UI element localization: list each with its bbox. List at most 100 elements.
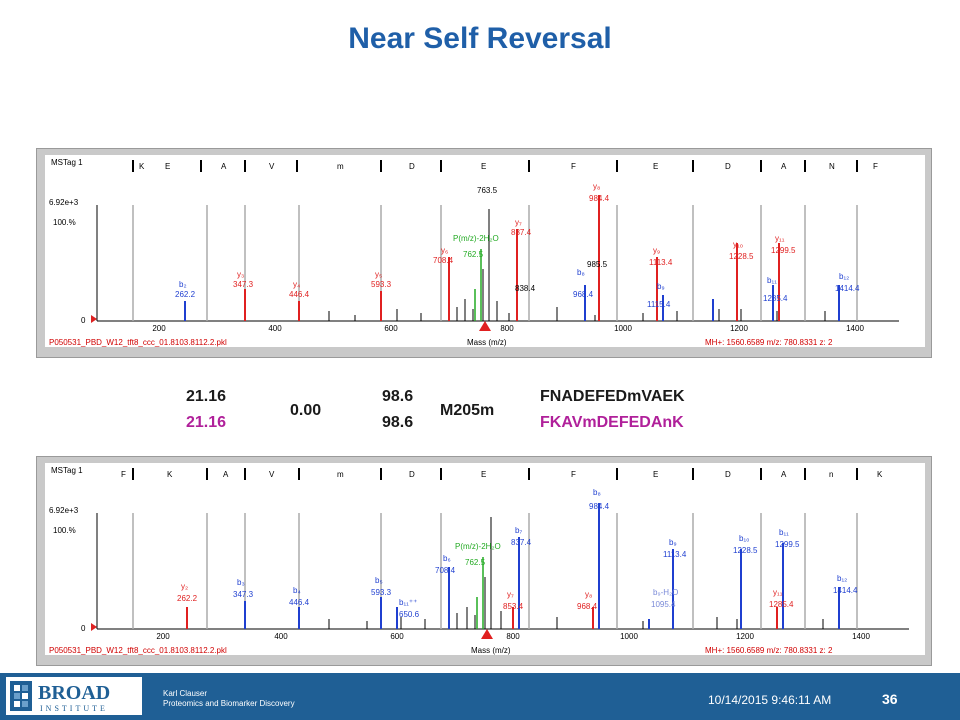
x-tick: 800 [500, 324, 514, 333]
seq-letter: V [269, 162, 275, 171]
svg-text:262.2: 262.2 [177, 594, 198, 603]
svg-text:y₉: y₉ [653, 246, 660, 255]
svg-text:b₉: b₉ [669, 538, 677, 547]
svg-text:b₁₀: b₁₀ [739, 534, 749, 543]
broad-logo: BROAD INSTITUTE [6, 677, 142, 715]
seq-letter: A [781, 162, 787, 171]
presenter-block: Karl Clauser Proteomics and Biomarker Di… [163, 689, 295, 709]
svg-text:1285.4: 1285.4 [769, 600, 794, 609]
svg-text:968.4: 968.4 [573, 290, 594, 299]
seq-letter: K [877, 470, 883, 479]
max-intensity: 6.92e+3 [49, 198, 79, 207]
x-tick: 1200 [730, 324, 748, 333]
svg-text:837.4: 837.4 [511, 228, 532, 237]
spectrum-bottom-svg: MSTag 1 F K A V m D E F E D A n K 6.92e+… [45, 463, 925, 655]
seq-letter: A [221, 162, 227, 171]
svg-text:1414.4: 1414.4 [833, 586, 858, 595]
score-b: 21.16 [186, 414, 227, 431]
svg-text:1414.4: 1414.4 [835, 284, 860, 293]
page-number: 36 [882, 691, 898, 707]
x-tick: 400 [268, 324, 282, 333]
svg-text:763.5: 763.5 [477, 186, 498, 195]
svg-text:347.3: 347.3 [233, 590, 254, 599]
svg-text:b₁₁: b₁₁ [767, 276, 777, 285]
spectrum-panel-top: MSTag 1 K E A V m D E F E D A N F 6.92e+… [36, 148, 932, 358]
svg-text:762.5: 762.5 [463, 250, 484, 259]
seq-letter: E [165, 162, 170, 171]
svg-text:b₃: b₃ [237, 578, 245, 587]
seq-letter: F [873, 162, 878, 171]
logo-text: BROAD [38, 682, 110, 704]
seq-letter: N [829, 162, 835, 171]
svg-text:b₁₁: b₁₁ [779, 528, 789, 537]
svg-text:b₆: b₆ [443, 554, 451, 563]
svg-text:1113.4: 1113.4 [663, 550, 687, 559]
score-a: 21.16 [186, 388, 227, 405]
svg-text:b₈: b₈ [593, 488, 601, 497]
seq-letter: E [653, 162, 658, 171]
svg-text:1095.4: 1095.4 [651, 600, 676, 609]
svg-text:708.4: 708.4 [435, 566, 456, 575]
seq-letter: K [167, 470, 173, 479]
presenter-name: Karl Clauser [163, 689, 208, 698]
svg-text:b₉: b₉ [657, 282, 665, 291]
svg-text:968.4: 968.4 [577, 602, 598, 611]
spectrum-panel-bottom: MSTag 1 F K A V m D E F E D A n K 6.92e+… [36, 456, 932, 666]
svg-text:y₄: y₄ [293, 280, 300, 289]
svg-text:446.4: 446.4 [289, 290, 310, 299]
svg-text:984.4: 984.4 [589, 194, 610, 203]
svg-text:262.2: 262.2 [175, 290, 196, 299]
seq-letter: D [725, 162, 731, 171]
seq-letter: A [223, 470, 229, 479]
svg-text:y₈: y₈ [585, 590, 592, 599]
svg-text:1299.5: 1299.5 [775, 540, 800, 549]
presenter-dept: Proteomics and Biomarker Discovery [163, 699, 295, 708]
svg-text:y₂: y₂ [181, 582, 188, 591]
svg-text:708.4: 708.4 [433, 256, 454, 265]
broad-logo-icon: BROAD INSTITUTE [10, 681, 110, 713]
svg-text:b₈: b₈ [577, 268, 585, 277]
svg-text:y₃: y₃ [237, 270, 244, 279]
zero-marker-icon [91, 623, 97, 631]
precursor-marker-icon [481, 629, 493, 639]
svg-text:984.4: 984.4 [589, 502, 610, 511]
slide-title: Near Self Reversal [348, 22, 612, 55]
tag-label: MSTag 1 [51, 466, 83, 475]
precursor-marker-icon [479, 321, 491, 331]
svg-text:b₇: b₇ [515, 526, 522, 535]
seq-letter: F [571, 470, 576, 479]
seq-letter: E [481, 470, 486, 479]
percent-a: 98.6 [382, 388, 414, 405]
mh-label: MH+: 1560.6589 m/z: 780.8331 z: 2 [705, 646, 833, 655]
x-tick: 1400 [846, 324, 864, 333]
sequence-b: FKAVmDEFEDAnK [540, 414, 684, 431]
zero-marker-icon [91, 315, 97, 323]
svg-text:762.5: 762.5 [465, 558, 486, 567]
x-tick: 1000 [614, 324, 632, 333]
file-label: P050531_PBD_W12_tft8_ccc_01.8103.8112.2.… [49, 338, 227, 347]
svg-text:b₁₂: b₁₂ [839, 272, 849, 281]
seq-letter: D [409, 162, 415, 171]
mh-label: MH+: 1560.6589 m/z: 780.8331 z: 2 [705, 338, 833, 347]
footer-bar: BROAD INSTITUTE Karl Clauser Proteomics … [0, 673, 960, 720]
svg-text:1228.5: 1228.5 [729, 252, 754, 261]
x-tick: 1200 [736, 632, 754, 641]
svg-text:1299.5: 1299.5 [771, 246, 796, 255]
delta-score: 0.00 [290, 402, 322, 419]
svg-text:593.3: 593.3 [371, 280, 392, 289]
svg-text:1115.4: 1115.4 [647, 300, 671, 309]
tag-label: MSTag 1 [51, 158, 83, 167]
file-label: P050531_PBD_W12_tft8_ccc_01.8103.8112.2.… [49, 646, 227, 655]
percent-b: 98.6 [382, 414, 414, 431]
seq-letter: E [481, 162, 486, 171]
svg-text:b₄: b₄ [293, 586, 301, 595]
seq-letter: F [571, 162, 576, 171]
seq-letter: m [337, 162, 344, 171]
svg-text:1285.4: 1285.4 [763, 294, 788, 303]
percent-label: 100.% [53, 218, 76, 227]
svg-text:y₁₁: y₁₁ [775, 234, 785, 243]
svg-text:b₅: b₅ [375, 576, 383, 585]
svg-text:650.6: 650.6 [399, 610, 420, 619]
svg-text:P(m/z)-2H₂O: P(m/z)-2H₂O [453, 234, 499, 243]
seq-letter: A [781, 470, 787, 479]
